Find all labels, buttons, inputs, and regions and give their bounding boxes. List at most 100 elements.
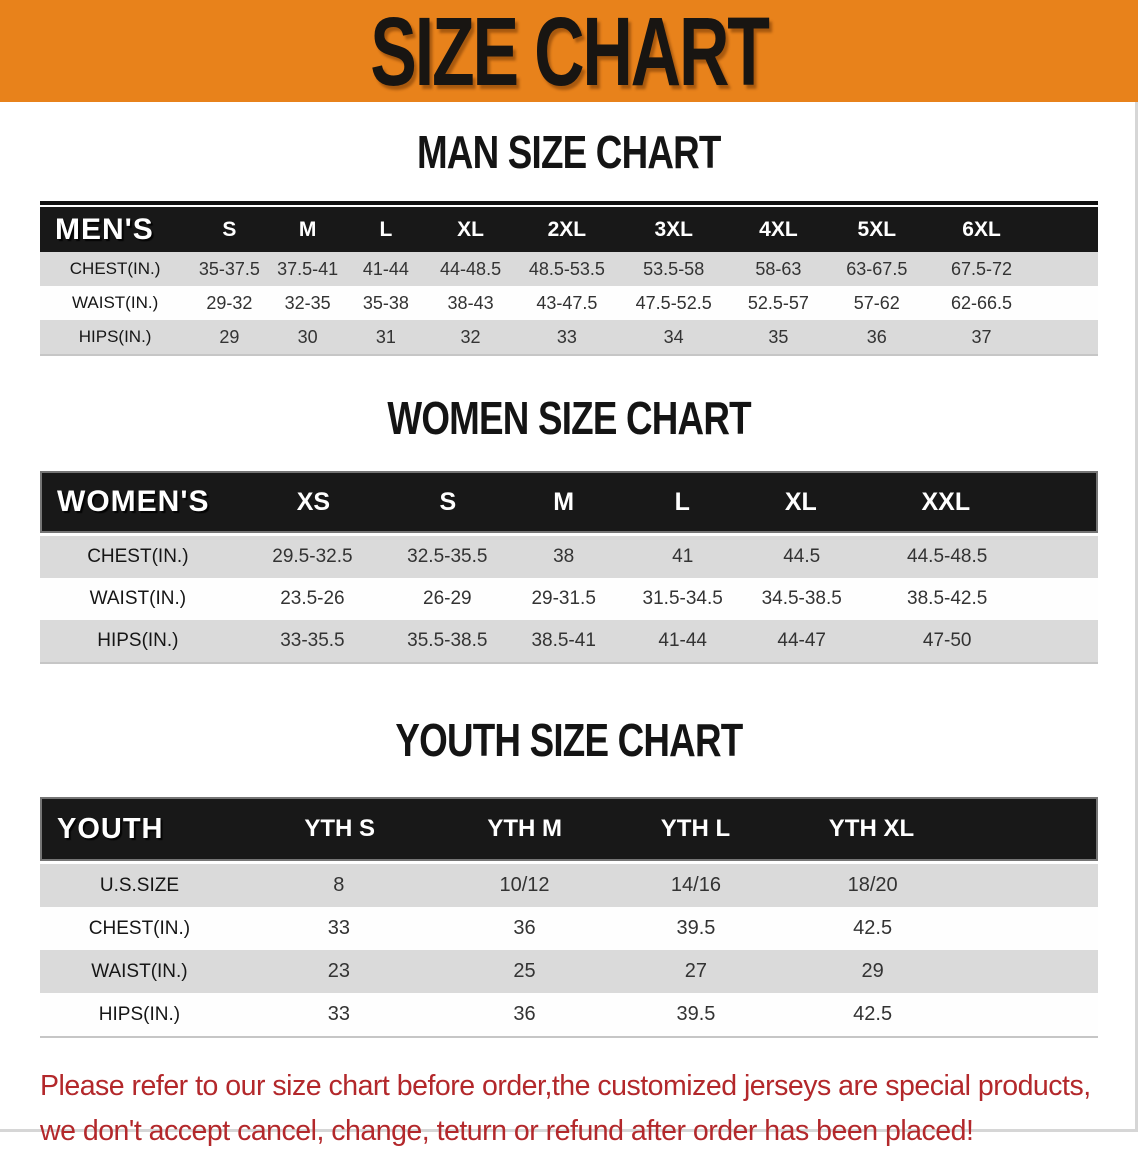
size-value: 47-50 [922,630,972,651]
size-value: 18/20 [847,874,898,896]
size-value: 36 [513,917,536,939]
banner: SIZE CHART [0,0,1138,102]
size-value: 23.5-26 [280,588,345,609]
size-value: 57-62 [853,292,900,313]
size-value: 34 [663,326,684,347]
youth-row-hips-in: HIPS(IN.) 33 36 39.5 42.5 [40,993,1098,1036]
size-value: 33 [327,917,350,939]
youth-table-title: YOUTH [57,812,164,845]
men-row-chest-in: CHEST(IN.) 35-37.5 37.5-41 41-44 44-48.5 48.5… [40,252,1098,286]
youth-row-u-s-size: U.S.SIZE 8 10/12 14/16 18/20 [40,864,1098,907]
footer-note: Please refer to our size chart before or… [40,1064,1138,1154]
size-value: 14/16 [670,874,721,896]
youth-size-table: YOUTH YTH S YTH M YTH L YTH XL U.S.SIZE 8 10/12… [40,797,1098,1038]
youth-row-waist-in: WAIST(IN.) 23 25 27 29 [40,950,1098,993]
men-table-header-row: MEN'S S M L XL 2XL 3XL 4XL 5XL 6XL [40,207,1098,252]
note-line-1: Please refer to our size chart before or… [40,1070,1091,1102]
row-label: HIPS(IN.) [97,630,179,651]
size-value: 43-47.5 [536,292,598,313]
size-value: 33-35.5 [280,630,345,651]
size-value: 29 [219,326,240,347]
size-value: 44.5 [783,546,821,567]
women-col-l: L [674,487,690,516]
youth-col-yth-l: YTH L [660,815,731,842]
section-youth: YOUTH SIZE CHART YOUTH YTH S YTH M YTH L YTH … [0,716,1138,1038]
row-label: WAIST(IN.) [89,588,187,609]
size-value: 35-37.5 [198,258,260,279]
row-label: WAIST(IN.) [91,960,188,982]
women-col-s: S [439,487,457,516]
size-value: 25 [513,960,536,982]
size-value: 39.5 [676,917,716,939]
size-value: 33 [327,1003,350,1025]
size-value: 35.5-38.5 [407,630,488,651]
size-value: 37 [971,326,992,347]
men-row-hips-in: HIPS(IN.) 29 30 31 32 33 34 35 36 37 [40,320,1098,354]
men-table-title: MEN'S [55,212,154,246]
youth-heading-text: YOUTH SIZE CHART [395,714,743,766]
men-row-waist-in: WAIST(IN.) 29-32 32-35 35-38 38-43 43-47.5 47.… [40,286,1098,320]
men-col-6xl: 6XL [962,217,1001,241]
men-heading-text: MAN SIZE CHART [417,126,721,178]
women-table-header-row: WOMEN'S XS S M L XL XXL [40,471,1098,533]
size-value: 44-48.5 [440,258,502,279]
size-value: 36 [866,326,887,347]
size-value: 38-43 [447,292,494,313]
size-value: 29-32 [206,292,253,313]
women-col-m: M [553,487,575,516]
size-value: 29-31.5 [531,588,596,609]
size-value: 44-47 [777,630,827,651]
size-value: 26-29 [423,588,472,609]
size-value: 32.5-35.5 [407,546,488,567]
size-value: 38.5-42.5 [907,588,988,609]
size-value: 63-67.5 [846,258,908,279]
row-label: HIPS(IN.) [98,1003,181,1025]
size-value: 33 [556,326,577,347]
size-value: 67.5-72 [951,258,1013,279]
row-label: HIPS(IN.) [78,327,152,346]
size-value: 30 [297,326,318,347]
women-col-xxl: XXL [921,487,971,516]
women-size-table: WOMEN'S XS S M L XL XXL CHEST(IN.) 29.5-32.5 32.5… [40,471,1098,664]
women-row-hips-in: HIPS(IN.) 33-35.5 35.5-38.5 38.5-41 41-44 44-… [40,620,1098,662]
size-value: 36 [513,1003,536,1025]
size-value: 29 [861,960,884,982]
row-label: WAIST(IN.) [71,293,159,312]
men-col-2xl: 2XL [547,217,587,241]
size-value: 35 [768,326,789,347]
size-value: 47.5-52.5 [635,292,712,313]
size-value: 27 [684,960,708,982]
men-section-heading: MAN SIZE CHART [0,128,1138,185]
size-value: 31 [375,326,396,347]
size-value: 44.5-48.5 [907,546,988,567]
size-value: 37.5-41 [277,258,339,279]
youth-table-header-row: YOUTH YTH S YTH M YTH L YTH XL [40,797,1098,861]
size-value: 48.5-53.5 [528,258,605,279]
row-label: CHEST(IN.) [87,546,189,567]
size-value: 34.5-38.5 [761,588,842,609]
men-col-xl: XL [457,217,484,241]
size-value: 31.5-34.5 [642,588,723,609]
row-label: CHEST(IN.) [69,259,161,278]
women-row-waist-in: WAIST(IN.) 23.5-26 26-29 29-31.5 31.5-34.5 34… [40,578,1098,620]
size-value: 41-44 [362,258,409,279]
youth-col-yth-xl: YTH XL [828,815,915,842]
size-value: 32-35 [284,292,331,313]
size-value: 23 [327,960,350,982]
youth-col-yth-s: YTH S [304,815,376,842]
women-col-xl: XL [784,487,817,516]
size-value: 42.5 [853,917,893,939]
size-value: 39.5 [676,1003,716,1025]
size-value: 41-44 [658,630,707,651]
size-value: 10/12 [499,874,550,896]
size-value: 62-66.5 [951,292,1013,313]
row-label: CHEST(IN.) [88,917,191,939]
youth-col-yth-m: YTH M [487,815,563,842]
women-section-heading: WOMEN SIZE CHART [0,394,1138,451]
women-col-xs: XS [296,487,331,516]
row-label: U.S.SIZE [99,874,180,896]
men-col-5xl: 5XL [857,217,897,241]
size-value: 41 [672,546,694,567]
men-col-4xl: 4XL [759,217,798,241]
size-value: 8 [333,874,345,896]
